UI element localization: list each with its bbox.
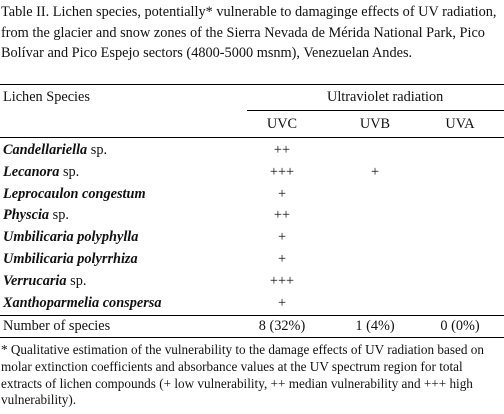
species-suffix: sp. <box>49 207 69 224</box>
species-genus: Lecanora <box>3 163 60 180</box>
table-row: Umbilicaria polyphylla + <box>0 229 504 251</box>
species-genus: Xanthoparmelia conspersa <box>3 294 162 311</box>
uvc-cell: + <box>277 294 287 311</box>
uvc-cell: + <box>277 185 287 202</box>
uvc-cell: +++ <box>269 163 295 180</box>
species-suffix: sp. <box>66 272 87 289</box>
table-caption: Table II. Lichen species, potentially* v… <box>1 4 497 61</box>
table-row: Physcia sp. ++ <box>0 207 504 229</box>
summary-row: Number of species 8 (32%) 1 (4%) 0 (0%) <box>0 318 504 340</box>
table-row: Xanthoparmelia conspersa + <box>0 295 504 317</box>
species-name: Candellariella sp. <box>3 142 107 159</box>
species-genus: Umbilicaria polyrrhiza <box>3 251 138 267</box>
species-name: Xanthoparmelia conspersa <box>3 295 161 312</box>
table-row: Leprocaulon congestum + <box>0 186 504 208</box>
header-rule <box>0 137 504 138</box>
uvc-cell: +++ <box>269 272 295 289</box>
species-suffix: sp. <box>59 163 80 180</box>
uv-group-rule <box>247 110 504 111</box>
top-rule <box>0 84 504 85</box>
summary-rule <box>0 315 504 316</box>
uva-column-header: UVA <box>445 116 475 132</box>
table-footnote: * Qualitative estimation of the vulnerab… <box>1 342 484 408</box>
uvb-column-header: UVB <box>359 116 391 132</box>
uvc-cell: + <box>277 251 287 267</box>
species-name: Verrucaria sp. <box>3 273 86 290</box>
uvc-cell: ++ <box>273 207 291 224</box>
uvb-cell: + <box>370 163 380 180</box>
summary-uva: 0 (0%) <box>440 318 480 334</box>
uvc-cell: ++ <box>273 142 291 158</box>
species-genus: Physcia <box>3 207 50 224</box>
table-row: Umbilicaria polyrrhiza + <box>0 251 504 273</box>
uv-group-header: Ultraviolet radiation <box>327 89 444 105</box>
species-genus: Umbilicaria polyphylla <box>3 229 139 246</box>
uvc-column-header: UVC <box>266 116 298 132</box>
species-suffix: sp. <box>87 142 108 158</box>
species-name: Physcia sp. <box>3 207 69 224</box>
table-row: Lecanora sp. +++ + <box>0 164 504 186</box>
uvc-cell: + <box>277 229 287 246</box>
summary-label: Number of species <box>3 318 111 334</box>
species-genus: Candellariella <box>3 142 88 158</box>
table-row: Candellariella sp. ++ <box>0 142 504 164</box>
species-name: Leprocaulon congestum <box>3 186 146 203</box>
summary-uvc: 8 (32%) <box>258 318 306 334</box>
species-genus: Leprocaulon congestum <box>3 185 146 202</box>
species-column-header: Lichen Species <box>3 89 90 105</box>
species-genus: Verrucaria <box>3 272 67 289</box>
species-name: Umbilicaria polyrrhiza <box>3 251 138 268</box>
species-name: Lecanora sp. <box>3 164 79 181</box>
table-row: Verrucaria sp. +++ <box>0 273 504 295</box>
summary-uvb: 1 (4%) <box>355 318 395 334</box>
species-name: Umbilicaria polyphylla <box>3 229 138 246</box>
bottom-rule <box>0 337 504 338</box>
